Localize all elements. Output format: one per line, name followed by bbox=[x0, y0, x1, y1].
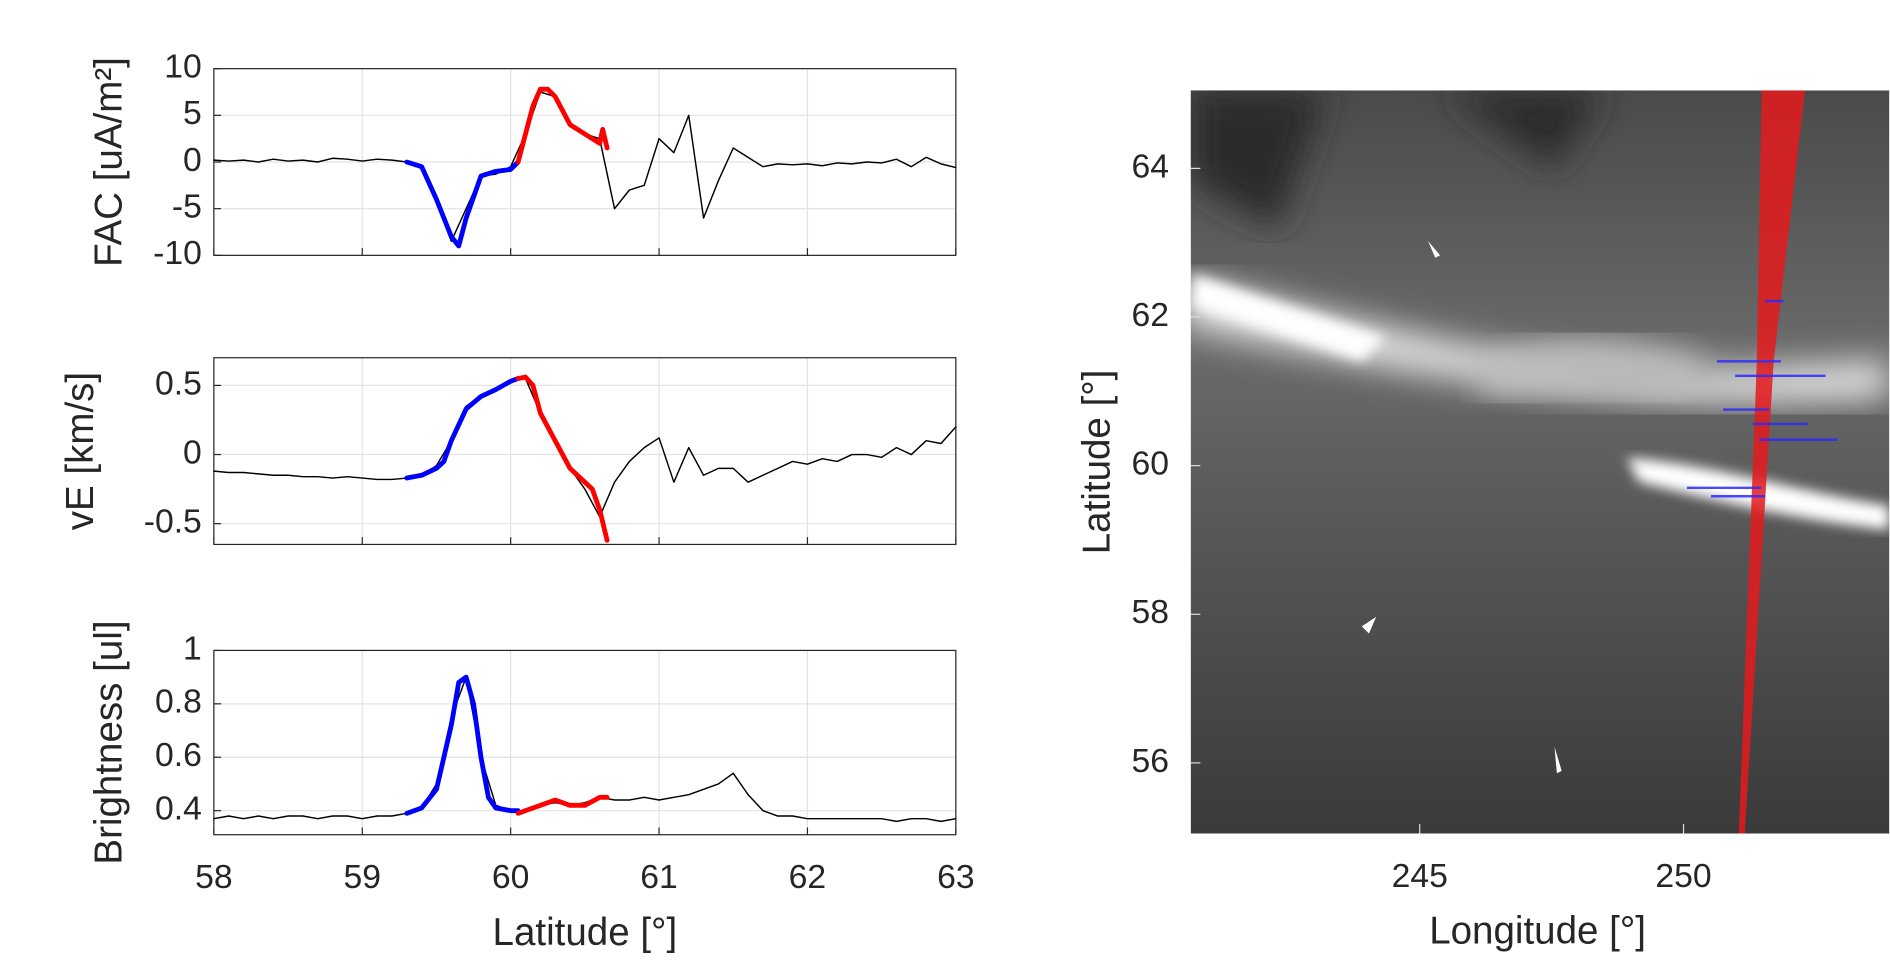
series-line bbox=[515, 86, 610, 165]
x-tick-label: 62 bbox=[789, 858, 827, 896]
y-axis-label: Latitude [°] bbox=[1075, 370, 1118, 555]
series-line bbox=[515, 374, 610, 543]
axes-box bbox=[213, 357, 957, 546]
x-tick-label: 59 bbox=[344, 858, 382, 896]
y-tick-label: 64 bbox=[1132, 147, 1170, 185]
aurora-image bbox=[1190, 90, 1890, 834]
y-tick-label: 0.6 bbox=[155, 736, 202, 774]
series-line bbox=[404, 376, 521, 481]
axes-box bbox=[213, 68, 957, 256]
y-tick-label: 62 bbox=[1132, 296, 1170, 334]
y-tick-label: -10 bbox=[153, 234, 202, 272]
axes-box bbox=[213, 649, 957, 836]
series-line bbox=[515, 794, 610, 816]
y-tick-label: 10 bbox=[164, 48, 202, 86]
y-tick-label: -0.5 bbox=[144, 503, 202, 541]
y-tick-label: 0 bbox=[183, 433, 202, 471]
y-axis-label: FAC [uA/m²] bbox=[88, 57, 131, 267]
series-line bbox=[213, 377, 957, 518]
y-axis-label: vE [km/s] bbox=[59, 372, 102, 530]
y-tick-label: 56 bbox=[1132, 742, 1170, 780]
x-tick-label: 60 bbox=[492, 858, 530, 896]
y-tick-label: 0.8 bbox=[155, 683, 202, 721]
y-tick-label: -5 bbox=[172, 188, 202, 226]
y-tick-label: 1 bbox=[183, 629, 202, 667]
x-tick-label: 63 bbox=[937, 858, 975, 896]
y-tick-label: 58 bbox=[1132, 593, 1170, 631]
y-tick-label: 0 bbox=[183, 141, 202, 179]
x-axis-label: Longitude [°] bbox=[1429, 910, 1646, 953]
plot-area bbox=[213, 357, 956, 545]
y-tick-label: 5 bbox=[183, 94, 202, 132]
y-axis-label: Brightness [ul] bbox=[88, 620, 131, 864]
x-tick-label: 250 bbox=[1655, 857, 1711, 895]
y-tick-label: 0.4 bbox=[155, 790, 202, 828]
series-line bbox=[404, 674, 521, 816]
series-line bbox=[404, 159, 521, 249]
x-tick-label: 245 bbox=[1392, 857, 1448, 895]
x-tick-label: 58 bbox=[195, 858, 233, 896]
x-axis-label: Latitude [°] bbox=[493, 911, 678, 954]
x-tick-label: 61 bbox=[640, 858, 678, 896]
y-tick-label: 0.5 bbox=[155, 364, 202, 402]
y-tick-label: 60 bbox=[1132, 445, 1170, 483]
